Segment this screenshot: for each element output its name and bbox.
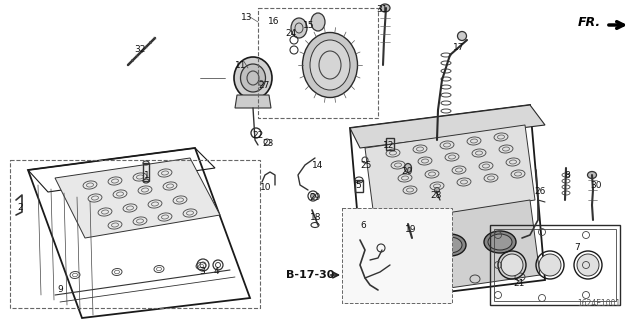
Ellipse shape <box>539 254 561 276</box>
Text: 4: 4 <box>213 268 219 276</box>
Ellipse shape <box>388 240 412 256</box>
Text: 14: 14 <box>312 161 324 170</box>
Ellipse shape <box>259 81 264 85</box>
Ellipse shape <box>435 188 440 193</box>
Ellipse shape <box>404 164 412 172</box>
Ellipse shape <box>438 237 462 253</box>
Ellipse shape <box>501 254 523 276</box>
Ellipse shape <box>434 234 466 256</box>
Text: 18: 18 <box>310 213 322 222</box>
Text: 10: 10 <box>260 183 272 193</box>
Ellipse shape <box>488 234 512 250</box>
Bar <box>494 229 616 301</box>
Ellipse shape <box>355 220 360 225</box>
Text: 6: 6 <box>360 220 366 229</box>
Ellipse shape <box>291 18 307 38</box>
Text: 5: 5 <box>355 180 361 189</box>
Bar <box>490 225 620 305</box>
Text: 28: 28 <box>430 191 442 201</box>
Text: 26: 26 <box>534 188 546 196</box>
Text: 30: 30 <box>590 181 602 190</box>
Polygon shape <box>235 95 271 108</box>
Text: 17: 17 <box>453 43 465 52</box>
Text: 2: 2 <box>17 204 23 212</box>
Text: 9: 9 <box>57 285 63 294</box>
Polygon shape <box>365 125 535 225</box>
Text: 27: 27 <box>259 82 269 91</box>
Text: 32: 32 <box>134 45 146 54</box>
Ellipse shape <box>484 231 516 253</box>
Ellipse shape <box>588 172 596 179</box>
Text: 23: 23 <box>262 140 274 148</box>
FancyBboxPatch shape <box>342 208 452 303</box>
Ellipse shape <box>577 254 599 276</box>
Text: 25: 25 <box>360 162 372 171</box>
Text: 21: 21 <box>513 279 525 289</box>
Text: 19: 19 <box>405 226 417 235</box>
Text: 22: 22 <box>252 132 264 140</box>
Text: 12: 12 <box>383 140 395 149</box>
Text: 15: 15 <box>303 20 315 29</box>
Ellipse shape <box>384 237 416 259</box>
Ellipse shape <box>241 64 266 92</box>
Ellipse shape <box>234 57 272 99</box>
Text: 11: 11 <box>236 60 247 69</box>
Text: 7: 7 <box>574 244 580 252</box>
Text: 16: 16 <box>268 18 280 27</box>
Ellipse shape <box>310 40 350 90</box>
Text: 1: 1 <box>144 171 150 180</box>
Polygon shape <box>55 158 220 238</box>
Bar <box>355 180 363 192</box>
Text: 20: 20 <box>401 167 413 177</box>
Ellipse shape <box>380 4 390 12</box>
Text: 31: 31 <box>376 5 388 14</box>
Ellipse shape <box>311 13 325 31</box>
Text: 8: 8 <box>564 171 570 180</box>
Ellipse shape <box>303 33 358 98</box>
Bar <box>143 163 149 181</box>
Text: 1624E1001: 1624E1001 <box>577 299 620 308</box>
Text: 29: 29 <box>309 194 321 203</box>
Text: 24: 24 <box>285 28 296 37</box>
Ellipse shape <box>310 194 316 198</box>
Bar <box>386 138 394 150</box>
Polygon shape <box>350 105 545 148</box>
Text: FR.: FR. <box>578 15 601 28</box>
Text: 13: 13 <box>241 12 253 21</box>
Text: B-17-30: B-17-30 <box>286 270 334 280</box>
Text: 3: 3 <box>199 268 205 276</box>
Ellipse shape <box>458 31 467 41</box>
Polygon shape <box>370 200 540 298</box>
